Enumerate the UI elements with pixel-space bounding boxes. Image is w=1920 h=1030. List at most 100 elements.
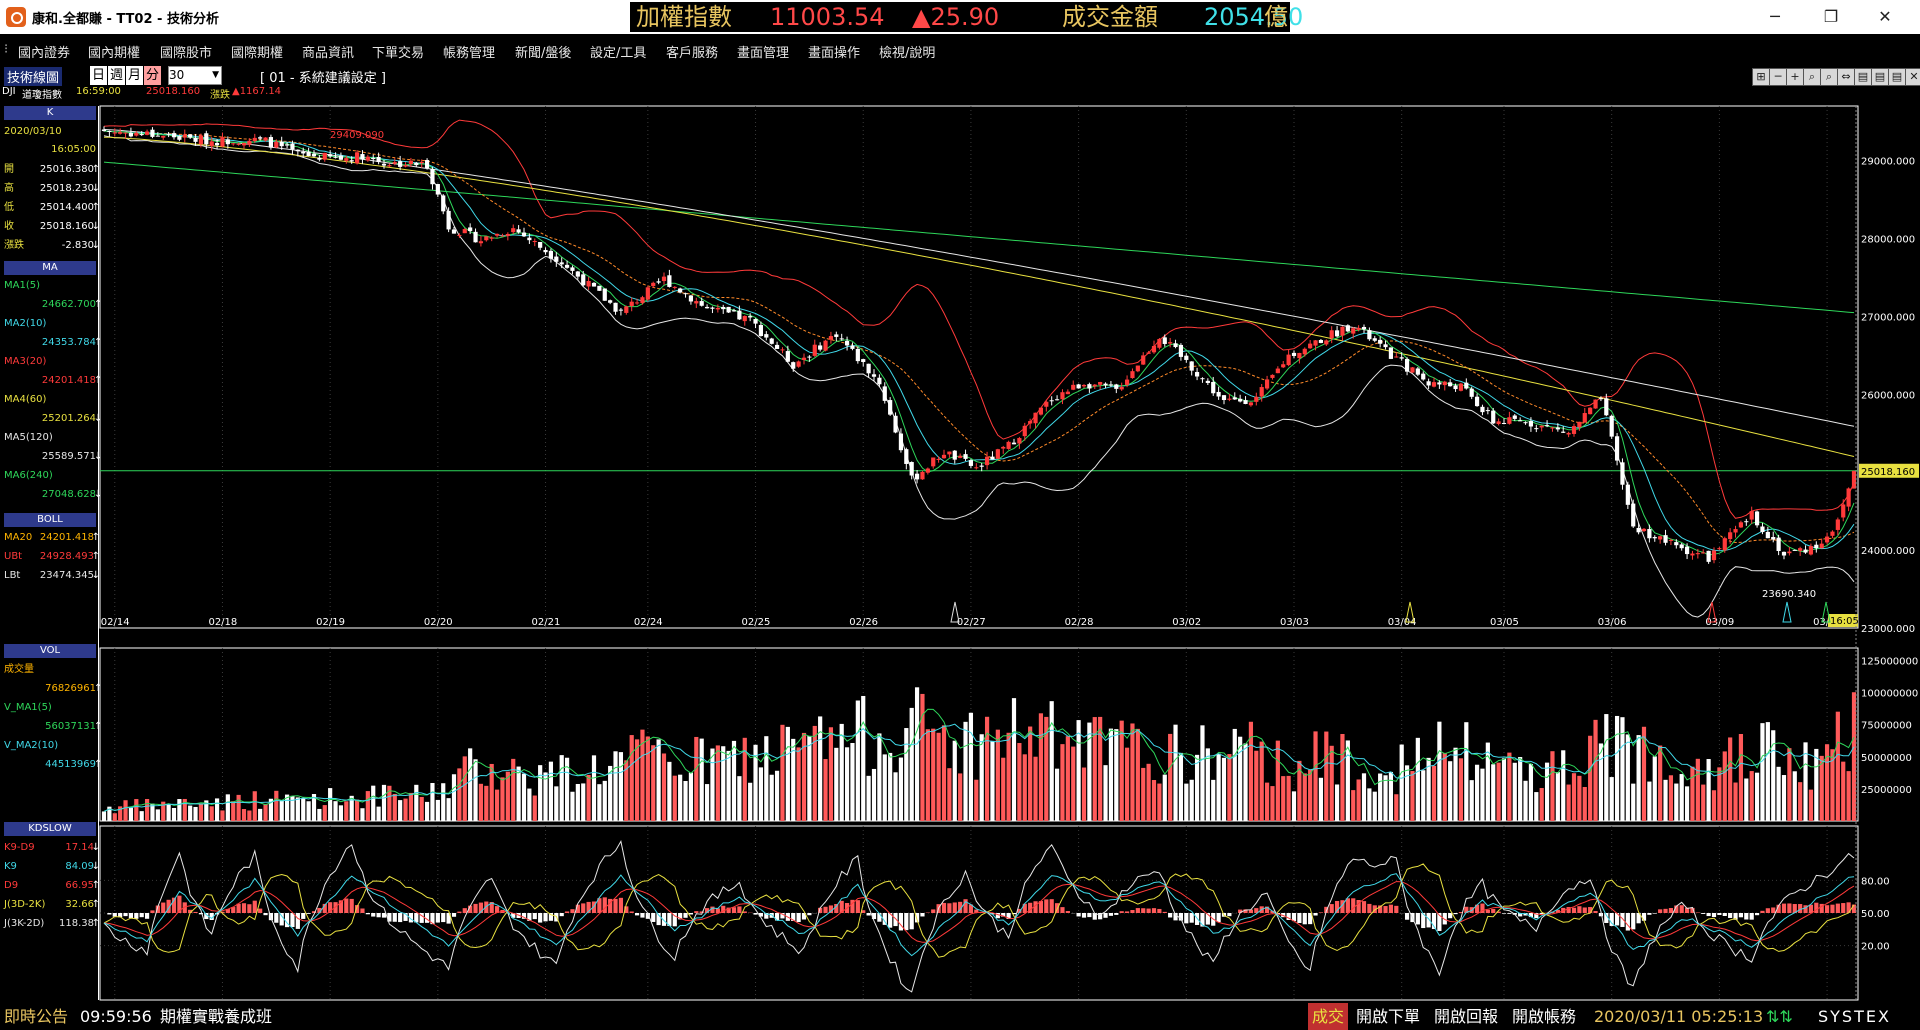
volume-bar (1404, 765, 1410, 821)
kd-diff-bar (1647, 913, 1652, 915)
last-time-tag (1828, 614, 1858, 627)
period-week[interactable]: 週 (108, 66, 125, 85)
candle-body (645, 287, 650, 300)
kd-diff-bar (306, 913, 311, 914)
candle-body (1313, 340, 1318, 346)
candle-body (1754, 511, 1760, 526)
period-month[interactable]: 月 (126, 66, 143, 85)
menu-item-screen-mgmt[interactable]: 畫面管理 (737, 46, 790, 61)
candle-body (629, 301, 634, 306)
technical-chart[interactable]: 02/14 02/18 02/19 02/20 02/21 02/24 02/25 02/26… (0, 0, 1920, 1003)
volume-bar (1270, 786, 1275, 821)
open-order-button[interactable]: 開啟下單 (1356, 1007, 1421, 1026)
kd-diff-bar (381, 913, 387, 918)
chart-tool-icon-2[interactable]: + (1786, 68, 1804, 86)
period-minute[interactable]: 分 (144, 66, 161, 85)
k_panel-value: 25018.160 (39, 221, 94, 232)
menu-item-help[interactable]: 檢視/說明 (879, 46, 936, 61)
indicator-setting[interactable]: [ 01 - 系統建議設定 ] (260, 71, 386, 86)
stock-price: 25018.160 (146, 86, 201, 97)
volume-bar (1087, 722, 1092, 821)
candle-body (1442, 381, 1447, 386)
candle-body (1038, 407, 1044, 415)
kd-diff-bar (139, 913, 144, 918)
candle-body (640, 297, 645, 303)
volume-bar (1480, 768, 1485, 821)
chart-tool-icon-9[interactable]: ✕ (1905, 68, 1920, 86)
volume-bar (1722, 751, 1727, 821)
candle-body (1722, 538, 1727, 551)
candle-body (1130, 371, 1135, 379)
volume-bar (1776, 766, 1781, 821)
vol_panel-label: 成交量 (4, 664, 34, 675)
volume-bar (1378, 773, 1383, 821)
kd-diff-bar (188, 909, 193, 913)
candle-body (1544, 425, 1550, 427)
candle-body (1168, 342, 1173, 344)
candle-body (1652, 537, 1657, 539)
open-account-button[interactable]: 開啟帳務 (1512, 1007, 1577, 1026)
candle-body (511, 228, 516, 233)
close-button[interactable]: ✕ (1878, 7, 1892, 26)
menu-item-settings[interactable]: 設定/工具 (590, 46, 647, 61)
kd-diff-bar (193, 911, 198, 913)
open-report-button[interactable]: 開啟回報 (1434, 1007, 1499, 1026)
news-headline[interactable]: 期權實戰養成班 (160, 1007, 273, 1026)
volume-bar (958, 773, 963, 821)
minimize-button[interactable]: ─ (1770, 7, 1780, 26)
kd-diff-bar (801, 913, 807, 920)
bar-count-select[interactable]: 30 (168, 66, 222, 85)
candle-body (376, 156, 381, 163)
volume-bar (1421, 770, 1426, 821)
kd-diff-bar (1480, 903, 1485, 913)
candle-body (489, 237, 494, 239)
menu-item-accounts[interactable]: 帳務管理 (443, 46, 496, 61)
trade-label[interactable]: 成交 (1308, 1003, 1349, 1030)
volume-bar (780, 724, 785, 821)
candle-body (1437, 382, 1442, 385)
volume-bar (381, 784, 387, 821)
volume-bar (188, 805, 193, 821)
kd_panel-value: 17.14 (65, 842, 94, 853)
menu-item-trading[interactable]: 下單交易 (372, 46, 425, 61)
candle-body (952, 450, 957, 460)
chart-tool-icon-1[interactable]: ─ (1769, 68, 1787, 86)
kd-diff-bar (1841, 903, 1846, 913)
kd-diff-bar (521, 913, 527, 919)
kd-diff-bar (914, 913, 920, 923)
kd-diff-bar (1614, 913, 1620, 926)
volume-bar (1361, 773, 1367, 821)
volume-bar (699, 738, 704, 821)
period-day[interactable]: 日 (90, 66, 107, 85)
menu-item-screen-ops[interactable]: 畫面操作 (808, 46, 861, 61)
maximize-button[interactable]: ❐ (1823, 7, 1839, 26)
volume-bar (618, 752, 624, 821)
candle-body (602, 288, 607, 301)
kd-diff-bar (548, 913, 554, 921)
volume-bar (1754, 772, 1760, 821)
volume-bar (1458, 758, 1464, 821)
menu-item-domestic-securities[interactable]: 國內證券 (18, 46, 71, 61)
indicator-side-panel: K 2020/03/10 16:05:00 開 25016.380 ↑ 高 25018.… (0, 106, 103, 1000)
menu-item-quotes[interactable]: 商品資訊 (302, 46, 355, 61)
kd-diff-bar (1690, 907, 1695, 913)
kd-diff-bar (661, 913, 667, 926)
candle-body (1512, 415, 1517, 419)
volume-bar (1507, 752, 1512, 821)
k_panel-row: 開 25016.380 ↑ (4, 162, 100, 178)
kd-diff-bar (1474, 904, 1480, 913)
ma_panel-label: MA6(240) (4, 470, 53, 481)
candle-body (678, 288, 683, 293)
kd_panel-row: K9-D9 17.14 ↓ (4, 840, 100, 856)
menu-item-intl-futures[interactable]: 國際期權 (231, 46, 284, 61)
volume-bar (403, 798, 408, 821)
menu-item-service[interactable]: 客戶服務 (666, 46, 719, 61)
menu-item-domestic-futures[interactable]: 國內期權 (88, 46, 141, 61)
menu-item-intl-stocks[interactable]: 國際股市 (160, 46, 213, 61)
menu-item-news[interactable]: 新聞/盤後 (515, 46, 572, 61)
volume-bar (392, 793, 397, 821)
volume-bar (1028, 726, 1033, 821)
candle-body (1636, 527, 1641, 533)
vol_panel-arrow-icon: ↑ (94, 683, 103, 694)
volume-bar (1518, 757, 1523, 821)
